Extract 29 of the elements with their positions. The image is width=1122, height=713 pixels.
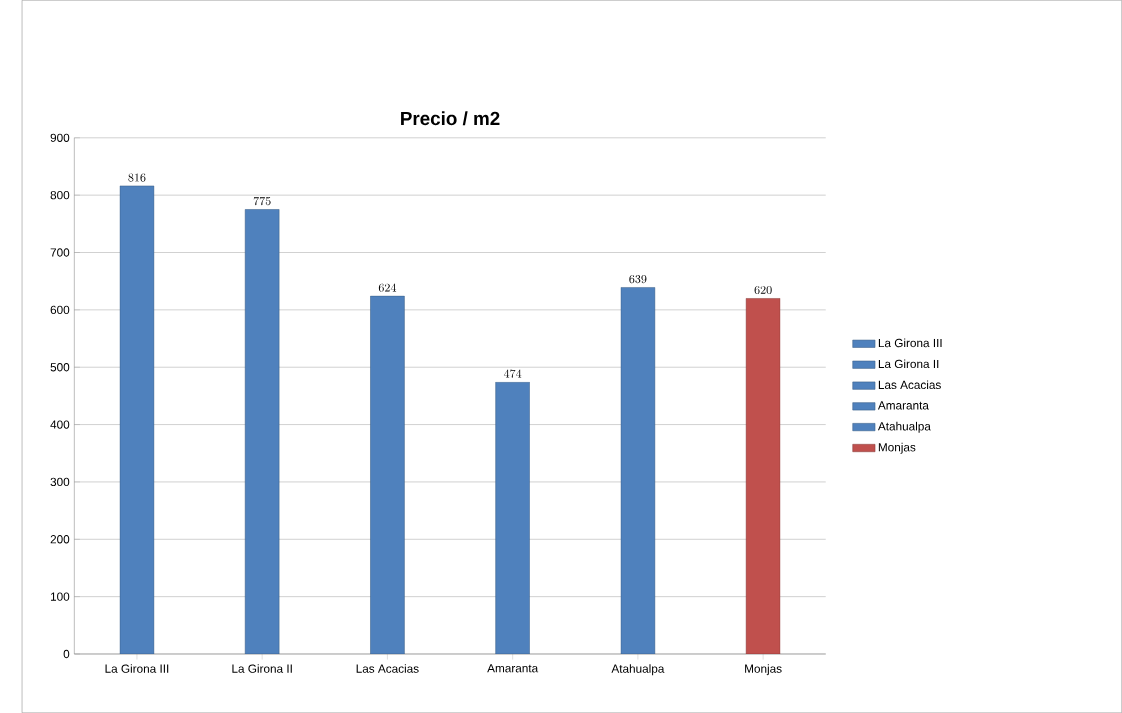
y-tick-label: 900 [50, 133, 70, 142]
data-label: 775 [253, 196, 271, 206]
y-tick-label: 500 [50, 363, 70, 372]
x-tick-label: La Girona II [232, 664, 292, 673]
legend-label: Amaranta [877, 401, 929, 410]
data-label: 474 [503, 369, 522, 378]
x-tick-label: Monjas [745, 664, 782, 676]
chart-title: Precio / m2 [401, 111, 500, 126]
data-label: 620 [754, 285, 772, 295]
legend-label: Las Acacias [878, 380, 941, 390]
y-tick-label: 400 [50, 420, 70, 429]
y-tick-label: 200 [50, 535, 70, 544]
legend-label: La Girona II [878, 359, 939, 369]
legend-label: Atahualpa [877, 421, 931, 433]
data-label: 639 [629, 275, 647, 284]
x-tick-label: Amaranta [487, 664, 539, 673]
y-tick-label: 600 [50, 305, 70, 314]
x-tick-label: Las Acacias [356, 664, 419, 673]
y-tick-label: 800 [50, 190, 70, 200]
legend-label: Monjas [878, 442, 916, 454]
data-label: 816 [128, 173, 146, 182]
y-tick-label: 0 [63, 649, 70, 659]
legend-label: La Girona III [878, 338, 942, 348]
y-tick-label: 300 [50, 477, 70, 487]
y-tick-label: 100 [50, 592, 70, 601]
data-label: 624 [378, 283, 397, 292]
x-tick-label: La Girona III [105, 664, 169, 673]
x-tick-label: Atahualpa [611, 664, 665, 676]
y-tick-label: 700 [50, 248, 70, 257]
